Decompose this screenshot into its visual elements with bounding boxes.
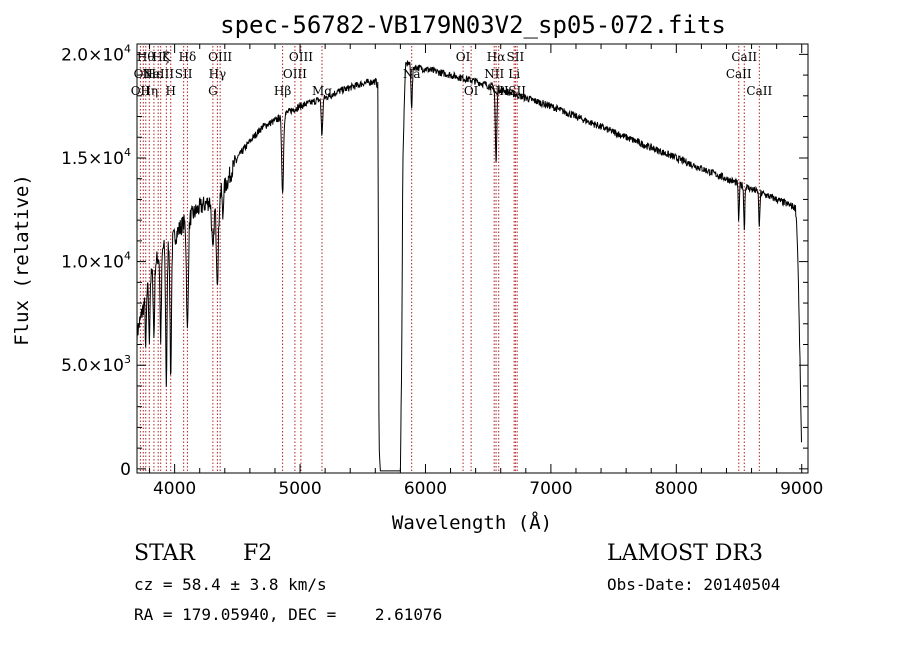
line-marker-label: Hβ [274, 84, 291, 98]
x-tick-label: 5000 [278, 479, 321, 499]
line-marker-label: OIII [208, 50, 232, 64]
y-tick-label: 1.0×104 [61, 250, 131, 273]
plot-frame [136, 43, 809, 474]
line-marker-label: Hα [487, 50, 506, 64]
survey-name: LAMOST DR3 [607, 541, 763, 566]
redshift-readout: cz = 58.4 ± 3.8 km/s [134, 575, 327, 594]
line-marker-label: Na [403, 67, 421, 81]
subclass: F2 [243, 541, 272, 566]
line-marker-label: CaII [726, 67, 752, 81]
coordinates: RA = 179.05940, DEC = 2.61076 [134, 605, 442, 624]
line-marker-label: Li [508, 67, 520, 81]
line-marker-label: OIII [283, 67, 307, 81]
chart-title: spec-56782-VB179N03V2_sp05-072.fits [220, 11, 726, 39]
line-marker-label: OI [464, 84, 479, 98]
line-marker-label: Hη [140, 84, 158, 98]
x-axis-ticks: 4000 5000 6000 7000 8000 9000 [149, 44, 823, 499]
y-tick-label: 2.0×104 [61, 42, 131, 65]
line-marker-label: CaII [746, 84, 772, 98]
line-marker-label: OII [134, 67, 154, 81]
x-tick-label: 8000 [655, 479, 698, 499]
line-marker-label: Hδ [179, 50, 197, 64]
line-marker-label: SII [175, 67, 193, 81]
line-marker-label: G [208, 84, 218, 98]
x-tick-label: 7000 [529, 479, 572, 499]
obs-date: Obs-Date: 20140504 [607, 575, 780, 594]
line-marker-label: Hε [146, 67, 163, 81]
y-tick-label: 1.5×104 [61, 146, 131, 169]
line-marker-label: Hθ [137, 50, 155, 64]
y-tick-label: 0 [120, 460, 131, 480]
line-marker-label: SII [507, 50, 525, 64]
line-marker-label: NeIII [142, 67, 174, 81]
spectrum-line [136, 60, 802, 472]
line-marker-label: Hγ [209, 67, 227, 81]
line-marker-label: CaII [731, 50, 757, 64]
line-marker-label: K [162, 50, 172, 64]
line-marker-label: OIII [289, 50, 313, 64]
line-marker-label: H [166, 84, 176, 98]
line-marker-label: OI [456, 50, 471, 64]
x-tick-label: 9000 [780, 479, 823, 499]
x-tick-label: 4000 [153, 479, 196, 499]
y-axis-ticks: 0 5.0×103 1.0×104 1.5×104 2.0×104 [61, 42, 808, 480]
object-class: STAR [134, 541, 196, 566]
line-marker-label: Hζ [152, 50, 169, 64]
x-tick-label: 6000 [404, 479, 447, 499]
x-axis-label: Wavelength (Å) [392, 511, 552, 534]
y-tick-label: 5.0×103 [61, 353, 131, 376]
line-marker-label: OII [131, 84, 151, 98]
line-marker-label: NII [484, 67, 504, 81]
line-markers [139, 46, 760, 473]
line-marker-label: Mg [312, 84, 332, 98]
y-axis-label: Flux (relative) [11, 174, 33, 346]
